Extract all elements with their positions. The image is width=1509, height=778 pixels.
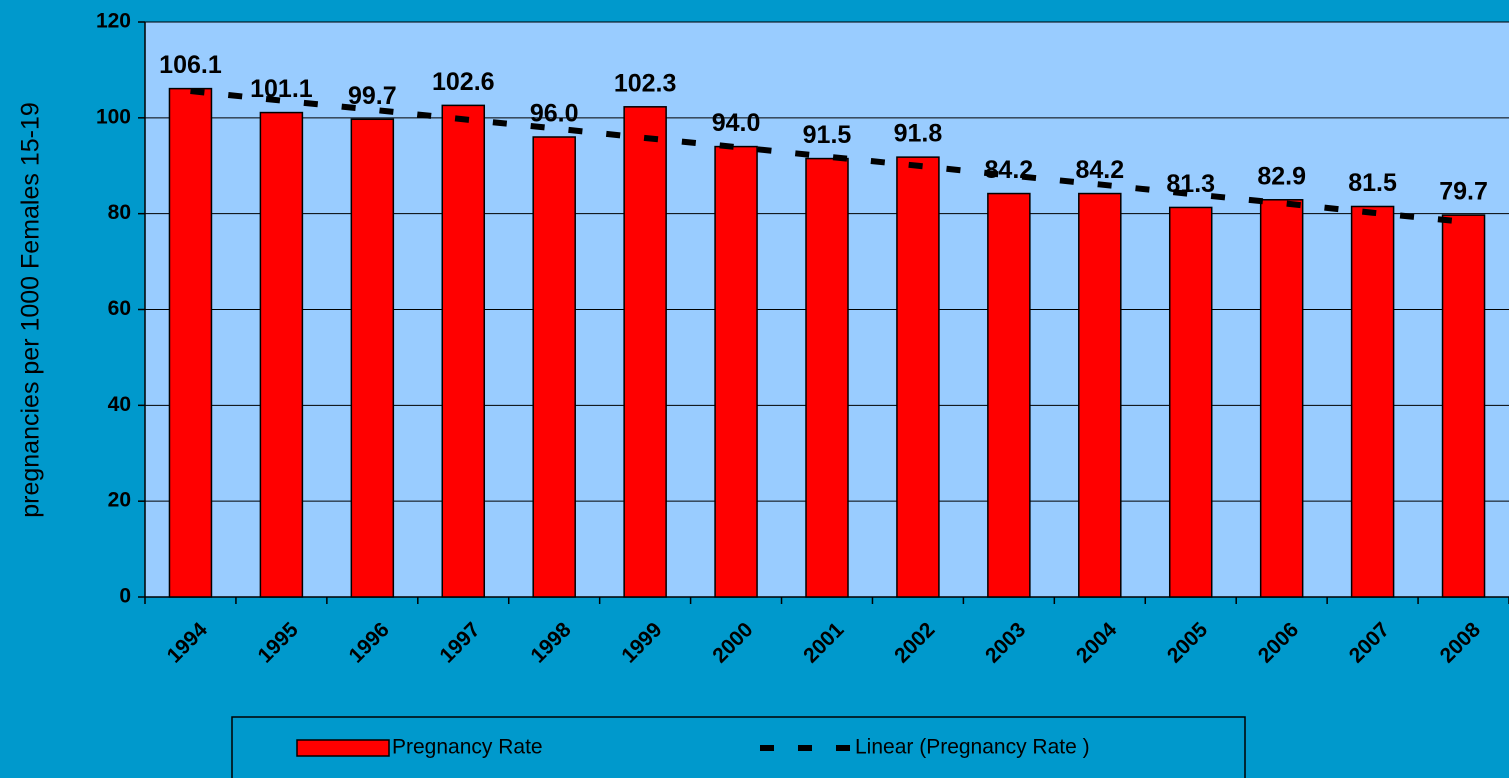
y-tick-label: 60 — [108, 297, 131, 320]
data-label: 102.6 — [432, 68, 495, 96]
trend-line — [190, 88, 1464, 225]
data-label: 102.3 — [614, 69, 677, 97]
y-tick-label: 120 — [96, 10, 131, 33]
legend — [231, 716, 1246, 778]
data-label: 99.7 — [348, 82, 397, 110]
y-tick-label: 0 — [119, 585, 131, 608]
data-label: 106.1 — [159, 51, 222, 79]
bar — [714, 145, 758, 598]
data-label: 84.2 — [1075, 156, 1124, 184]
bar — [1168, 206, 1213, 598]
bar — [441, 104, 486, 598]
bar — [350, 118, 395, 598]
bar — [623, 106, 667, 598]
legend-swatch — [296, 739, 390, 757]
data-label: 91.8 — [894, 120, 943, 148]
y-tick-label: 100 — [96, 105, 131, 128]
data-label: 94.0 — [712, 109, 761, 137]
y-axis-label: pregnancies per 1000 Females 15-19 — [17, 102, 45, 518]
bar — [532, 136, 576, 598]
data-label: 101.1 — [250, 75, 313, 103]
bar — [987, 192, 1031, 598]
bar — [805, 157, 849, 598]
bar — [1259, 199, 1304, 598]
bar — [1350, 205, 1395, 598]
y-tick-label: 40 — [108, 393, 131, 416]
bar — [259, 111, 304, 598]
y-tick-label: 20 — [108, 489, 131, 512]
legend-label: Pregnancy Rate — [392, 736, 543, 759]
y-tick-label: 80 — [108, 201, 131, 224]
bar — [896, 156, 940, 598]
bar — [168, 87, 213, 598]
data-label: 96.0 — [530, 100, 579, 128]
data-label: 91.5 — [803, 121, 852, 149]
data-label: 79.7 — [1439, 178, 1488, 206]
bar — [1078, 192, 1122, 598]
data-label: 82.9 — [1257, 162, 1306, 190]
data-label: 81.5 — [1348, 169, 1397, 197]
bar — [1441, 214, 1486, 598]
legend-label: Linear (Pregnancy Rate ) — [855, 736, 1090, 759]
